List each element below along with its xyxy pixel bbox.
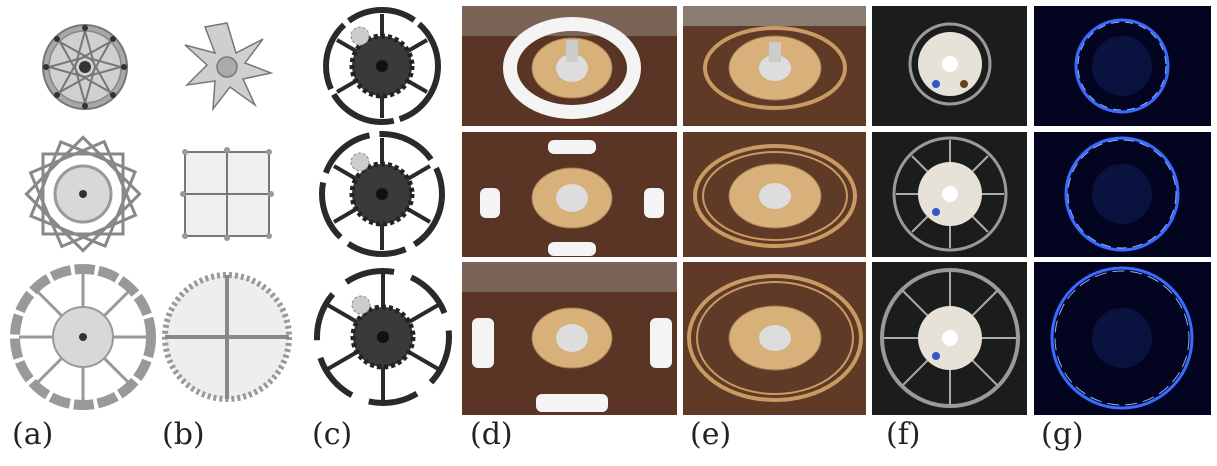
panel-f-row1 [872,6,1027,126]
panel-d-row2 [462,132,677,257]
panel-c-row2 [310,130,455,258]
caption-g: (g) [1041,417,1084,452]
caption-e: (e) [690,417,732,452]
panel-c-row1 [310,5,455,127]
panel-g-row3 [1034,262,1211,415]
panel-a-row1 [10,8,160,126]
panel-b-row3 [160,262,295,412]
caption-a: (a) [12,417,54,452]
panel-e-row2 [683,132,866,257]
panel-d-row1 [462,6,677,126]
caption-d: (d) [470,417,513,452]
panel-c-row3 [305,262,460,412]
panel-g-row1 [1034,6,1211,126]
panel-a-row2 [5,130,160,258]
caption-f: (f) [886,417,921,452]
panel-e-row3 [683,262,866,415]
panel-b-row1 [165,8,290,126]
panel-a-row3 [5,262,160,412]
panel-b-row2 [165,130,290,258]
panel-e-row1 [683,6,866,126]
panel-g-row2 [1034,132,1211,257]
caption-c: (c) [312,417,353,452]
panel-d-row3 [462,262,677,415]
panel-f-row2 [872,132,1027,257]
panel-f-row3 [872,262,1027,415]
caption-b: (b) [162,417,205,452]
